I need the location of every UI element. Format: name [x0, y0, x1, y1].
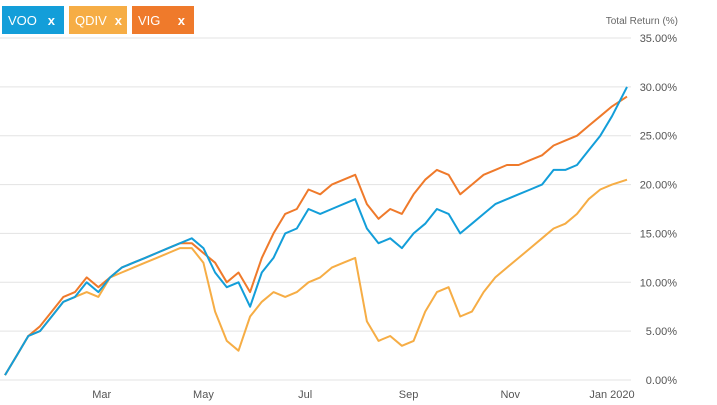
x-tick-label: Sep — [399, 389, 419, 401]
grid — [0, 37, 631, 381]
x-axis-ticks: Mar May Jul Sep Nov Jan 2020 — [92, 389, 634, 401]
legend-chip-vig[interactable]: VIG x — [132, 6, 194, 34]
legend-label-qdiv: QDIV — [75, 12, 107, 28]
x-tick-label: Nov — [500, 389, 520, 401]
series-line-qdiv — [4, 178, 628, 376]
y-tick-label: 20.00% — [640, 180, 678, 192]
y-tick-label: 15.00% — [640, 228, 678, 240]
legend-label-voo: VOO — [8, 12, 37, 28]
x-tick-label: Jul — [298, 389, 312, 401]
legend-label-vig: VIG — [138, 12, 161, 28]
y-tick-label: 10.00% — [640, 277, 678, 289]
legend: VOO x QDIV x VIG x — [2, 6, 194, 34]
remove-voo-icon[interactable]: x — [47, 12, 55, 28]
remove-qdiv-icon[interactable]: x — [114, 12, 123, 28]
remove-vig-icon[interactable]: x — [177, 12, 185, 28]
legend-chip-qdiv[interactable]: QDIV x — [69, 6, 127, 34]
series-line-vig — [4, 95, 628, 376]
y-tick-label: 25.00% — [640, 131, 678, 143]
x-tick-label: May — [193, 389, 214, 401]
y-tick-label: 35.00% — [640, 33, 678, 45]
y-axis-ticks: 0.00% 5.00% 10.00% 15.00% 20.00% 25.00% 30.00%… — [640, 33, 678, 387]
legend-chip-voo[interactable]: VOO x — [2, 6, 64, 34]
y-tick-label: 5.00% — [646, 326, 677, 338]
y-tick-label: 0.00% — [646, 375, 677, 387]
series-line-voo — [4, 86, 628, 376]
y-tick-label: 30.00% — [640, 82, 678, 94]
y-axis-title: Total Return (%) — [606, 16, 678, 27]
x-tick-label: Jan 2020 — [589, 389, 634, 401]
x-tick-label: Mar — [92, 389, 111, 401]
series-lines — [4, 86, 628, 376]
